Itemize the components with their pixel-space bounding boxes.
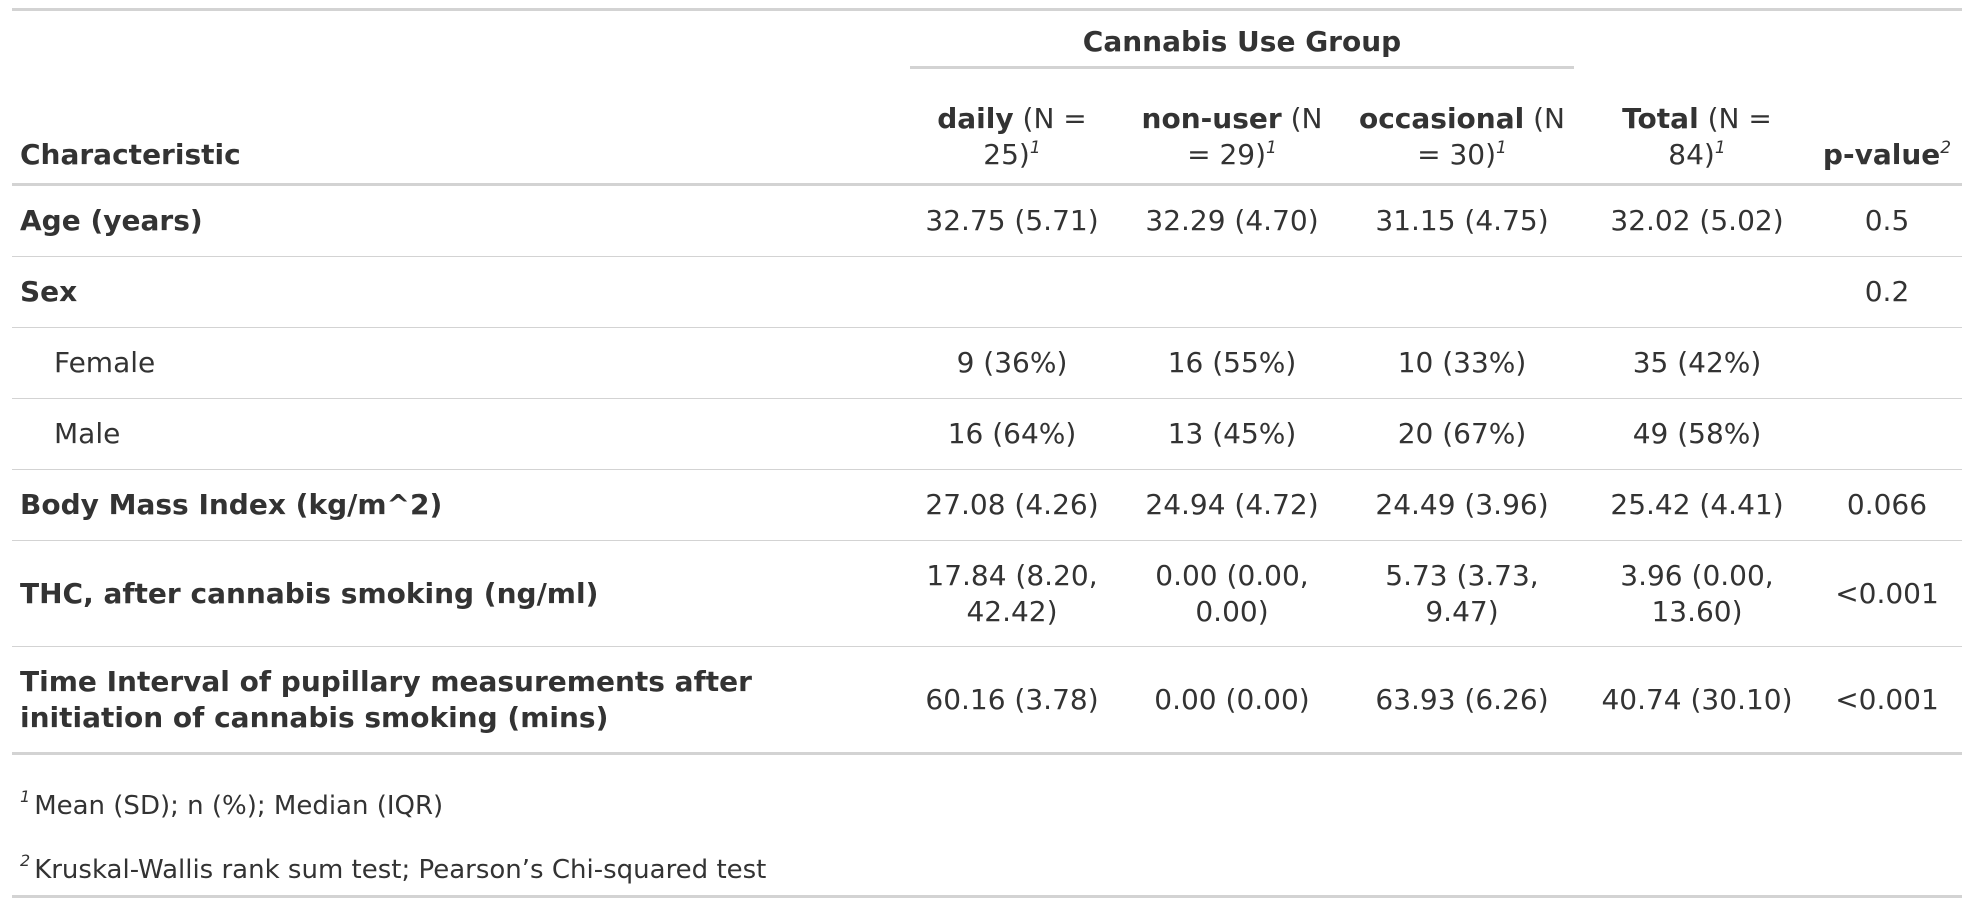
column-header-count: (N = 30) <box>1417 102 1566 171</box>
footnote-marker: 1 <box>1496 138 1507 158</box>
table-cell: 49 (58%) <box>1582 398 1812 470</box>
footnote: 1 Mean (SD); n (%); Median (IQR) <box>12 752 1962 827</box>
footnote: 2 Kruskal-Wallis rank sum test; Pearson’s… <box>12 827 1962 898</box>
row-label: Body Mass Index (kg/m^2) <box>12 469 902 541</box>
column-header-5: p-value2 <box>1812 69 1962 186</box>
row-label: Male <box>12 398 902 470</box>
column-header-1: daily (N = 25)1 <box>902 69 1122 186</box>
spanner-row: Cannabis Use Group <box>12 8 1962 69</box>
column-header-name: daily <box>937 102 1014 135</box>
column-header-3: occasional (N = 30)1 <box>1342 69 1582 186</box>
spanner-empty-cell <box>1812 8 1962 69</box>
spanner-label: Cannabis Use Group <box>910 26 1574 69</box>
spanner-empty-cell <box>1582 8 1812 69</box>
table-cell: <0.001 <box>1812 540 1962 647</box>
footnote-mark: 2 <box>20 851 31 870</box>
column-header-name: occasional <box>1358 102 1525 135</box>
table-cell: 24.94 (4.72) <box>1122 469 1342 541</box>
table-cell: 0.00 (0.00, 0.00) <box>1122 540 1342 647</box>
table-cell: 16 (55%) <box>1122 327 1342 399</box>
table-row: THC, after cannabis smoking (ng/ml) 17.84… <box>12 540 1962 647</box>
column-header-name: Total <box>1622 102 1699 135</box>
table-cell: 13 (45%) <box>1122 398 1342 470</box>
spanner-empty-cell <box>12 8 902 69</box>
table-cell: 31.15 (4.75) <box>1375 204 1549 237</box>
table-cell: 17.84 (8.20, 42.42) <box>902 540 1122 647</box>
table-row: Age (years) 32.75 (5.71) 32.29 (4.70) 31.15… <box>12 185 1962 257</box>
spanner-cell: Cannabis Use Group <box>902 8 1582 69</box>
footnote-marker: 1 <box>1714 138 1726 158</box>
column-header-2: non-user (N = 29)1 <box>1122 69 1342 186</box>
table-cell: 63.93 (6.26) <box>1342 646 1582 754</box>
table-cell: 35 (42%) <box>1582 327 1812 399</box>
table-cell <box>1812 327 1962 399</box>
table-cell: 0.00 (0.00) <box>1122 646 1342 754</box>
table-cell: 0.5 <box>1864 204 1910 237</box>
footnote-text: Mean (SD); n (%); Median (IQR) <box>34 791 444 821</box>
table-cell: 32.02 (5.02) <box>1610 204 1784 237</box>
table-cell: 3.96 (0.00, 13.60) <box>1582 540 1812 647</box>
summary-table-container: Cannabis Use Group Characteristic daily … <box>12 8 1962 898</box>
table-cell: <0.001 <box>1812 646 1962 754</box>
table-row: Sex 0.2 <box>12 256 1962 328</box>
table-cell: 20 (67%) <box>1342 398 1582 470</box>
column-header-name: p-value <box>1822 138 1941 171</box>
column-header-row: Characteristic daily (N = 25)1 non-user (… <box>12 69 1962 186</box>
table-row: Body Mass Index (kg/m^2) 27.08 (4.26) 24.9… <box>12 469 1962 541</box>
table-cell: 10 (33%) <box>1342 327 1582 399</box>
table-cell <box>902 256 1122 328</box>
table-cell: 32.29 (4.70) <box>1145 204 1319 237</box>
table-cell: 5.73 (3.73, 9.47) <box>1342 540 1582 647</box>
column-header-count: (N = 84) <box>1668 102 1772 171</box>
footnote-marker: 1 <box>1029 138 1041 158</box>
table-cell <box>1812 398 1962 470</box>
table-cell: 24.49 (3.96) <box>1342 469 1582 541</box>
table-cell: 9 (36%) <box>902 327 1122 399</box>
footnote-row: 2 Kruskal-Wallis rank sum test; Pearson’s… <box>12 827 1962 898</box>
footnote-marker: 1 <box>1266 138 1277 158</box>
table-cell <box>1582 256 1812 328</box>
table-cell <box>1342 256 1582 328</box>
footnote-marker: 2 <box>1940 138 1952 158</box>
table-cell: 40.74 (30.10) <box>1582 646 1812 754</box>
table-cell: 0.2 <box>1812 256 1962 328</box>
table-cell: 32.75 (5.71) <box>925 204 1099 237</box>
column-header-count: (N = 29) <box>1187 102 1323 171</box>
table-footnotes: 1 Mean (SD); n (%); Median (IQR) 2 Kruskal-… <box>12 752 1962 898</box>
table-cell <box>1122 256 1342 328</box>
table-body: Age (years) 32.75 (5.71) 32.29 (4.70) 31.15… <box>12 185 1962 754</box>
table-row: Female 9 (36%) 16 (55%) 10 (33%) 35 (42%) <box>12 327 1962 399</box>
footnote-row: 1 Mean (SD); n (%); Median (IQR) <box>12 752 1962 827</box>
table-row: Time Interval of pupillary measurements … <box>12 646 1962 754</box>
column-header-characteristic: Characteristic <box>12 69 902 186</box>
summary-table: Cannabis Use Group Characteristic daily … <box>12 8 1962 898</box>
column-header-count: (N = 25) <box>983 102 1087 171</box>
table-cell: 60.16 (3.78) <box>902 646 1122 754</box>
row-label: Female <box>12 327 902 399</box>
row-label: Age (years) <box>20 204 203 237</box>
table-cell: 25.42 (4.41) <box>1582 469 1812 541</box>
row-label: Sex <box>12 256 902 328</box>
column-header-name: non-user <box>1141 102 1282 135</box>
column-header-4: Total (N = 84)1 <box>1582 69 1812 186</box>
footnote-mark: 1 <box>20 787 31 806</box>
row-label: THC, after cannabis smoking (ng/ml) <box>12 540 902 647</box>
table-cell: 16 (64%) <box>902 398 1122 470</box>
table-row: Male 16 (64%) 13 (45%) 20 (67%) 49 (58%) <box>12 398 1962 470</box>
table-cell: 0.066 <box>1812 469 1962 541</box>
footnote-text: Kruskal-Wallis rank sum test; Pearson’s … <box>34 855 767 885</box>
table-cell: 27.08 (4.26) <box>902 469 1122 541</box>
row-label: Time Interval of pupillary measurements … <box>12 646 902 754</box>
